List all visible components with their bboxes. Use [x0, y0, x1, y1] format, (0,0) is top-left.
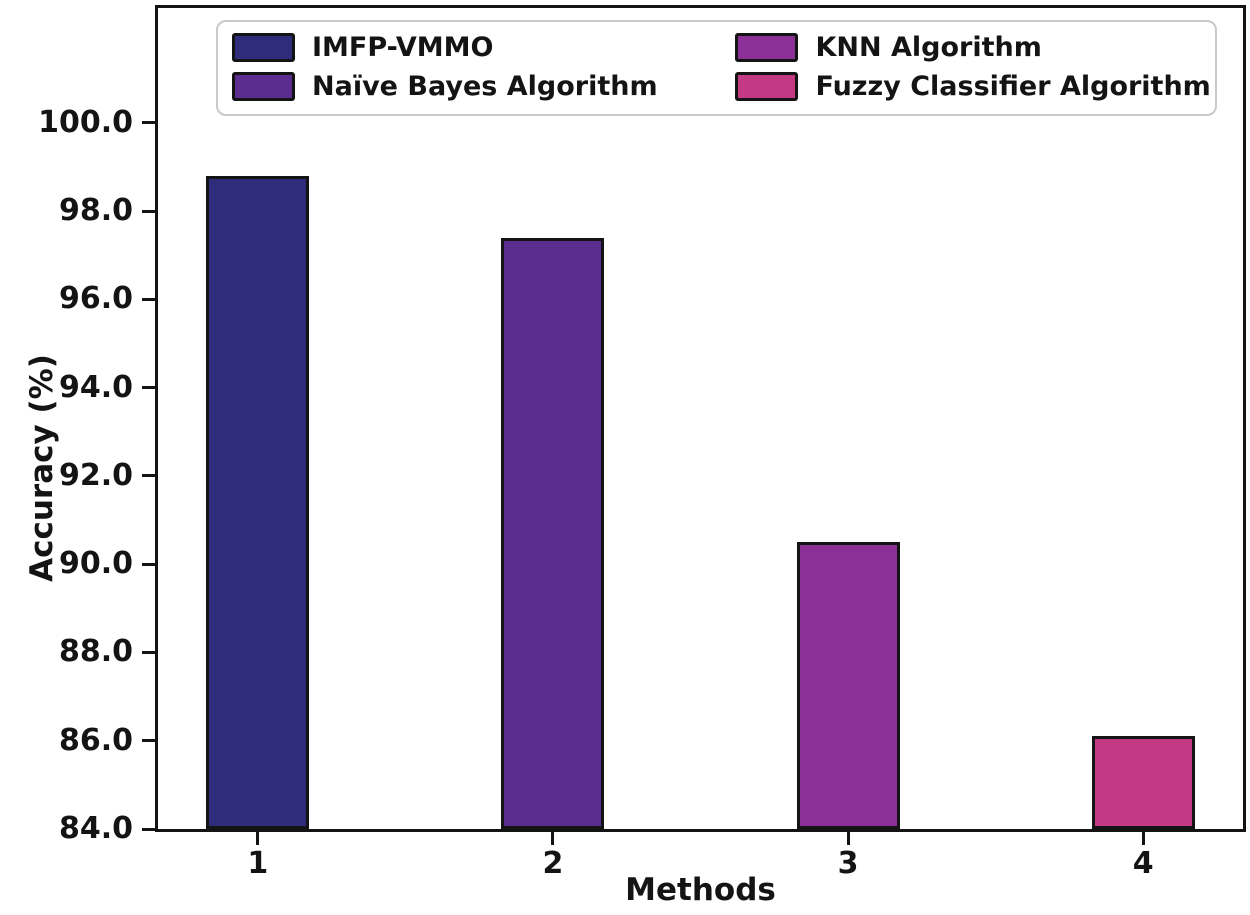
bar-2	[501, 237, 605, 829]
y-tick-mark	[142, 386, 155, 390]
legend-item: KNN Algorithm	[721, 28, 1215, 67]
y-tick-mark	[142, 650, 155, 654]
x-tick-mark	[846, 832, 850, 845]
plot-area: 84.0 86.0 88.0 90.0 92.0 94.0 96.0 98.0 100.0 1 2…	[38, 5, 1246, 879]
x-tick-label: 3	[837, 846, 859, 881]
bar-4	[1091, 736, 1195, 829]
bar-3	[796, 542, 900, 829]
legend-swatch	[232, 72, 295, 101]
x-tick-mark	[551, 832, 555, 845]
y-tick-label: 84.0	[58, 811, 133, 846]
y-tick-label: 98.0	[58, 193, 133, 229]
x-axis-title: Methods	[625, 872, 776, 908]
legend-column-2: KNN Algorithm Fuzzy Classifier Algorithm	[721, 22, 1215, 114]
x-tick-mark	[256, 832, 260, 845]
legend-label: Naïve Bayes Algorithm	[312, 71, 658, 102]
y-tick-label: 90.0	[58, 546, 133, 582]
x-tick-label: 2	[542, 846, 564, 881]
y-tick-label: 88.0	[58, 634, 133, 670]
y-tick-mark	[142, 121, 155, 125]
legend-item: Fuzzy Classifier Algorithm	[721, 67, 1215, 106]
legend-label: KNN Algorithm	[815, 32, 1042, 63]
legend-swatch	[232, 33, 295, 62]
legend-swatch	[735, 33, 799, 62]
legend-swatch	[735, 72, 799, 101]
y-tick-label: 92.0	[58, 457, 133, 493]
x-tick-label: 4	[1132, 846, 1154, 881]
bar-1	[206, 175, 310, 829]
y-tick-label: 100.0	[38, 104, 133, 140]
y-tick-label: 94.0	[58, 369, 133, 405]
legend-label: IMFP-VMMO	[312, 32, 494, 63]
legend-column-1: IMFP-VMMO Naïve Bayes Algorithm	[218, 22, 721, 114]
x-tick-mark	[1141, 832, 1145, 845]
y-tick-mark	[142, 474, 155, 478]
y-tick-label: 96.0	[58, 281, 133, 317]
y-tick-mark	[142, 739, 155, 743]
y-tick-label: 86.0	[58, 722, 133, 758]
y-tick-mark	[142, 297, 155, 301]
y-tick-mark	[142, 562, 155, 566]
y-tick-mark	[142, 827, 155, 831]
legend-item: IMFP-VMMO	[218, 28, 721, 67]
x-tick-label: 1	[247, 846, 269, 881]
legend-label: Fuzzy Classifier Algorithm	[815, 71, 1211, 102]
y-tick-mark	[142, 209, 155, 213]
legend-box: IMFP-VMMO Naïve Bayes Algorithm KNN Algor…	[216, 20, 1217, 116]
legend-item: Naïve Bayes Algorithm	[218, 67, 721, 106]
